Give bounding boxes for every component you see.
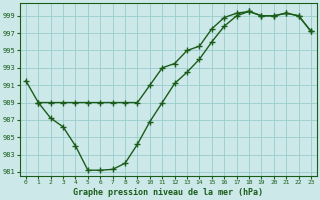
X-axis label: Graphe pression niveau de la mer (hPa): Graphe pression niveau de la mer (hPa): [74, 188, 263, 197]
